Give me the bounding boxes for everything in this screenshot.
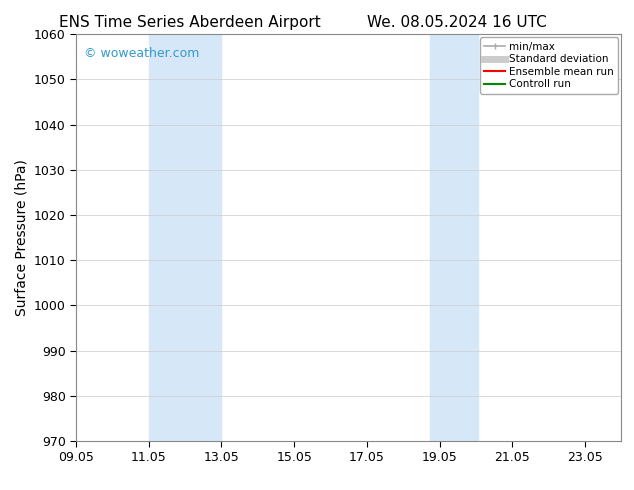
Bar — [149, 34, 221, 441]
Text: © woweather.com: © woweather.com — [84, 47, 200, 59]
Text: We. 08.05.2024 16 UTC: We. 08.05.2024 16 UTC — [366, 15, 547, 30]
Text: ENS Time Series Aberdeen Airport: ENS Time Series Aberdeen Airport — [60, 15, 321, 30]
Y-axis label: Surface Pressure (hPa): Surface Pressure (hPa) — [14, 159, 29, 316]
Legend: min/max, Standard deviation, Ensemble mean run, Controll run: min/max, Standard deviation, Ensemble me… — [480, 37, 618, 94]
Bar — [430, 34, 478, 441]
